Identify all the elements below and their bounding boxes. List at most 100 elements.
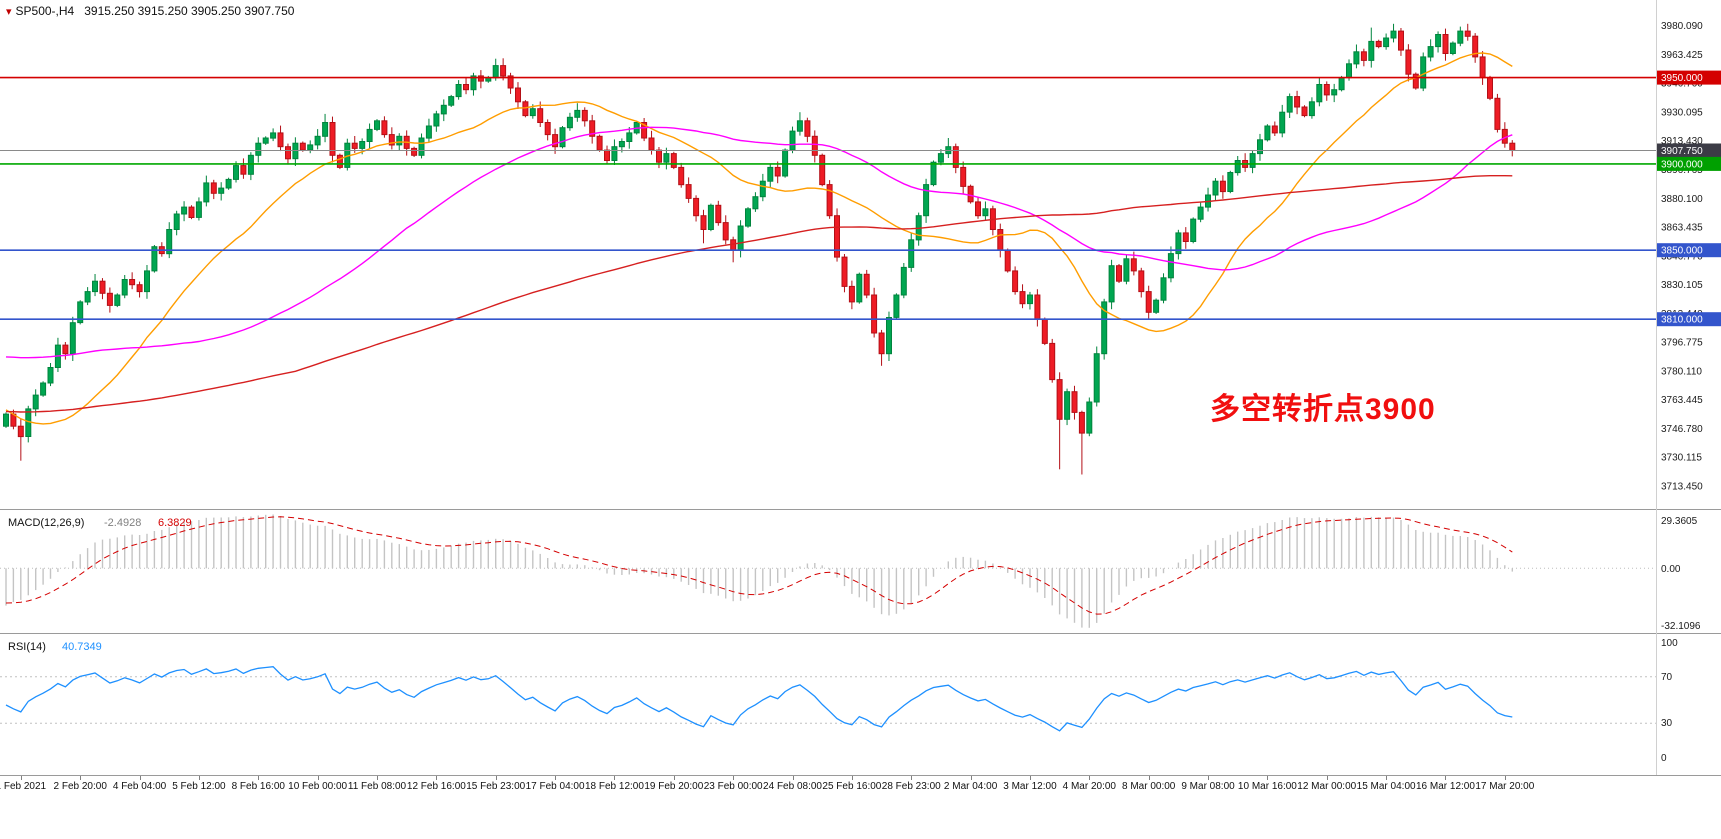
candle-down	[500, 65, 507, 77]
time-axis-tick	[80, 776, 82, 780]
rsi-scale-100: 100	[1661, 638, 1678, 649]
macd-label: MACD(12,26,9)	[8, 517, 84, 529]
candle-up	[69, 322, 76, 355]
candle-up	[796, 120, 803, 132]
candle-up	[574, 109, 581, 118]
candle-up	[255, 142, 262, 156]
time-axis-label: 15 Feb 23:00	[466, 781, 526, 792]
candle-down	[477, 75, 484, 82]
candle-up	[626, 132, 633, 142]
time-axis-label: 12 Feb 16:00	[406, 781, 466, 792]
time-axis[interactable]: 1 Feb 2021 2 Feb 20:00 4 Feb 04:00 5 Feb 12…	[0, 776, 1721, 804]
candle-down	[819, 154, 826, 186]
candle-down	[336, 154, 343, 168]
time-axis-label: 4 Mar 20:00	[1062, 781, 1116, 792]
candle-down	[848, 285, 855, 303]
time-axis-tick	[20, 776, 22, 780]
pane-separator[interactable]	[0, 509, 1721, 510]
candle-down	[1479, 56, 1486, 79]
candle-up	[1264, 125, 1271, 141]
price-badge-label: 3900.000	[1661, 159, 1703, 170]
rsi-svg-content	[0, 666, 1656, 732]
candle-up	[173, 213, 180, 230]
candle-down	[62, 344, 69, 355]
price-pane[interactable]: 3980.0903963.4253946.7603930.0953913.430…	[0, 0, 1721, 510]
macd-svg-content	[0, 514, 1656, 628]
time-axis-label: 17 Mar 20:00	[1475, 781, 1535, 792]
candle-down	[277, 132, 284, 148]
pane-separator[interactable]	[0, 633, 1721, 634]
candle-up	[1212, 180, 1219, 196]
price-axis-label: 3780.110	[1661, 366, 1702, 377]
time-axis-tick	[792, 776, 794, 780]
candle-up	[1093, 353, 1100, 403]
candle-down	[1494, 97, 1501, 130]
time-axis-tick	[970, 776, 972, 780]
candle-up	[752, 196, 759, 210]
time-axis-label: 1 Feb 2021	[0, 781, 47, 792]
macd-pane[interactable]: MACD(12,26,9) -2.4928 6.3829 29.3605 0.0…	[0, 510, 1721, 633]
candle-down	[997, 229, 1004, 251]
candle-down	[596, 135, 603, 151]
candle-up	[1308, 101, 1315, 117]
ohlc-readout: 3915.250 3915.250 3905.250 3907.750	[84, 4, 295, 18]
candle-up	[1435, 34, 1442, 48]
symbol-label: SP500-,H4	[15, 4, 75, 18]
candle-down	[1116, 265, 1122, 282]
candle-down	[774, 166, 781, 177]
candle-down	[878, 332, 885, 355]
candle-up	[144, 270, 150, 293]
candle-down	[1464, 30, 1471, 37]
rsi-pane[interactable]: RSI(14) 40.7349 100 70 30 0	[0, 634, 1721, 775]
candle-down	[1130, 258, 1137, 272]
candle-up	[314, 135, 321, 146]
price-axis-divider	[1656, 0, 1657, 775]
candle-down	[136, 284, 143, 293]
macd-scale-bottom: -32.1096	[1661, 621, 1701, 632]
rsi-label: RSI(14)	[8, 641, 46, 653]
time-axis-tick	[1148, 776, 1150, 780]
candle-up	[374, 120, 380, 130]
time-axis-tick	[1089, 776, 1091, 780]
candle-down	[678, 166, 685, 186]
ma-slow-line[interactable]	[5, 174, 1513, 413]
candle-up	[203, 182, 210, 203]
candle-down	[1271, 125, 1278, 134]
time-axis-tick	[1267, 776, 1269, 780]
candle-down	[1323, 84, 1330, 96]
candle-up	[166, 229, 173, 255]
candle-down	[522, 101, 529, 117]
time-axis-label: 12 Mar 00:00	[1297, 781, 1357, 792]
rsi-scale-70: 70	[1661, 672, 1673, 683]
candle-down	[715, 204, 722, 224]
ma-mid-line[interactable]	[5, 126, 1513, 359]
candle-down	[99, 280, 106, 294]
candle-down	[722, 222, 729, 241]
candle-down	[515, 87, 521, 103]
candle-up	[618, 141, 625, 148]
time-axis-label: 3 Mar 12:00	[1003, 781, 1057, 792]
candle-down	[240, 165, 247, 175]
candle-up	[856, 273, 863, 303]
candle-down	[285, 146, 291, 160]
candle-down	[1049, 342, 1056, 381]
candle-up	[529, 108, 536, 117]
candle-down	[693, 197, 700, 217]
price-axis-label: 3863.435	[1661, 223, 1703, 234]
time-axis-tick	[1208, 776, 1210, 780]
ma-fast-line[interactable]	[5, 52, 1513, 425]
time-axis-tick	[377, 776, 378, 780]
time-axis-label: 18 Feb 12:00	[584, 781, 644, 792]
price-axis-label: 3980.090	[1661, 21, 1703, 32]
time-axis-tick	[555, 776, 557, 780]
candle-up	[1153, 299, 1160, 313]
candle-up	[233, 165, 239, 180]
candle-down	[1078, 411, 1085, 434]
candle-up	[1227, 172, 1234, 192]
candle-up	[47, 367, 54, 384]
chart-annotation[interactable]: 多空转折点3900	[1210, 393, 1436, 426]
candle-down	[388, 134, 395, 146]
candle-up	[937, 153, 944, 163]
candle-up	[181, 206, 188, 215]
candle-down	[299, 142, 306, 151]
